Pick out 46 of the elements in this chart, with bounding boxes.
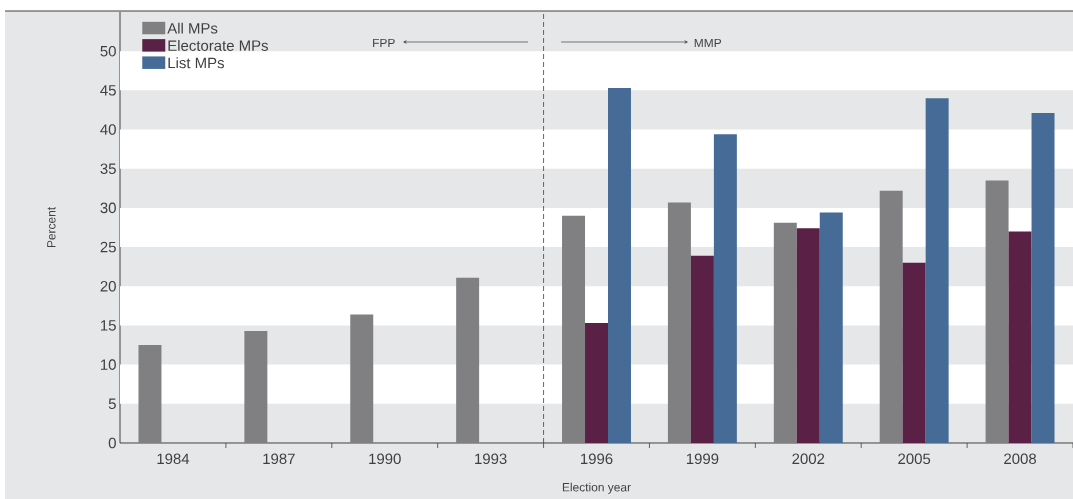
y-tick-label: 10 [101, 359, 116, 370]
bar [985, 180, 1009, 443]
y-tick-label: 45 [100, 85, 116, 96]
bar [925, 98, 949, 443]
bar [796, 228, 820, 443]
bar [879, 190, 903, 443]
bar [690, 255, 714, 443]
y-tick-label: 50 [100, 45, 116, 57]
bar [585, 323, 608, 443]
bar [1031, 113, 1055, 443]
bar [1008, 231, 1032, 443]
bar [713, 134, 737, 443]
bar [138, 345, 162, 443]
x-tick-label: 2008 [1004, 453, 1037, 465]
y-tick-label: 25 [100, 241, 116, 253]
x-tick-label: 1990 [369, 453, 401, 465]
x-tick-label: 1993 [475, 453, 507, 465]
legend-label: Electorate MPs [168, 39, 269, 51]
bar [456, 277, 480, 443]
y-tick-label: 15 [101, 320, 116, 331]
y-tick-label: 40 [100, 124, 116, 135]
x-tick-label: 1987 [263, 453, 295, 465]
y-tick-label: 35 [100, 163, 116, 174]
legend-label: List MPs [168, 57, 224, 69]
x-tick-label: 1984 [157, 453, 190, 465]
legend-label: All MPs [167, 22, 218, 34]
bar [350, 314, 374, 443]
y-tick-label: 5 [108, 398, 116, 410]
x-tick-label: 2005 [898, 453, 931, 465]
x-tick-label: 1999 [686, 453, 719, 465]
x-axis-title: Election year [562, 482, 631, 494]
bar [608, 88, 631, 443]
bar [773, 222, 797, 443]
bar [819, 212, 843, 443]
bar [244, 330, 268, 443]
annotation: FPP [373, 38, 395, 48]
x-tick-label: 2002 [792, 453, 825, 465]
y-tick-label: 20 [100, 280, 116, 292]
y-tick-label: 0 [108, 437, 116, 449]
annotation: MMP [694, 38, 722, 48]
bar [562, 215, 586, 443]
bar [902, 262, 926, 443]
bar [667, 202, 691, 443]
y-tick-label: 30 [100, 202, 116, 214]
y-axis-title: Percent [47, 206, 56, 248]
x-tick-label: 1996 [581, 453, 613, 465]
